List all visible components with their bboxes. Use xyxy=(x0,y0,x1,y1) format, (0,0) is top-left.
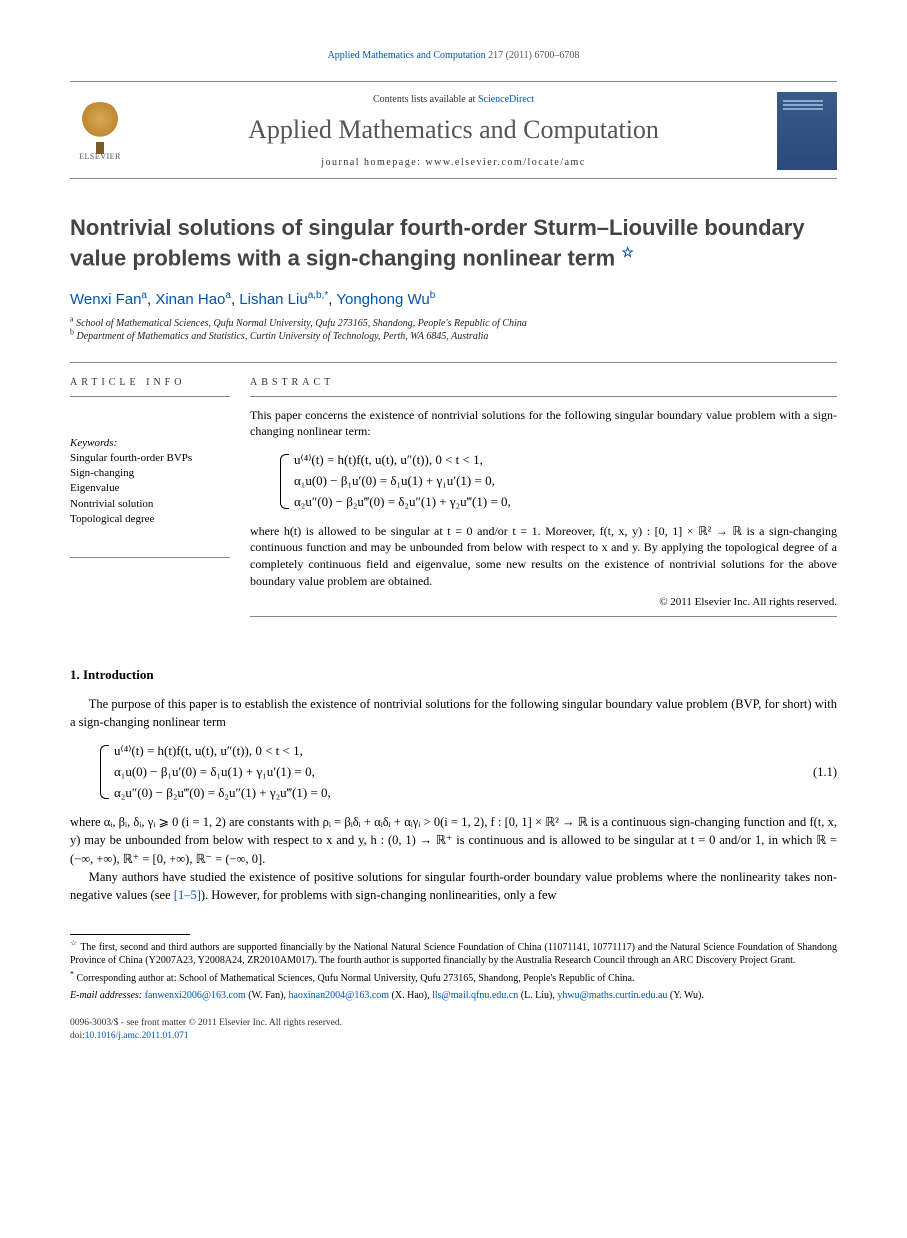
abstract-equation: u⁽⁴⁾(t) = h(t)f(t, u(t), u″(t)), 0 < t <… xyxy=(280,450,837,512)
equation-number: (1.1) xyxy=(813,765,837,780)
elsevier-logo: ELSEVIER xyxy=(70,99,130,164)
emails-footnote: E-mail addresses: fanwenxi2006@163.com (… xyxy=(70,989,837,1003)
intro-paragraph: where αᵢ, βᵢ, δᵢ, γᵢ ⩾ 0 (i = 1, 2) are … xyxy=(70,813,837,867)
footer-meta: 0096-3003/$ - see front matter © 2011 El… xyxy=(70,1017,837,1044)
journal-header: ELSEVIER Contents lists available at Sci… xyxy=(70,81,837,179)
section-heading-intro: 1. Introduction xyxy=(70,667,837,683)
abstract-tail: where h(t) is allowed to be singular at … xyxy=(250,523,837,590)
homepage-line: journal homepage: www.elsevier.com/locat… xyxy=(145,157,762,168)
running-head: Applied Mathematics and Computation 217 … xyxy=(70,50,837,61)
contents-line: Contents lists available at ScienceDirec… xyxy=(145,94,762,105)
article-info-column: ARTICLE INFO Keywords: Singular fourth-o… xyxy=(70,363,250,637)
running-head-citation: 217 (2011) 6700–6708 xyxy=(486,50,580,61)
email-link[interactable]: lls@mail.qfnu.edu.cn xyxy=(432,990,518,1001)
journal-name: Applied Mathematics and Computation xyxy=(145,115,762,145)
abstract-heading: ABSTRACT xyxy=(250,377,837,397)
authors-line: Wenxi Fana, Xinan Haoa, Lishan Liua,b,*,… xyxy=(70,291,837,308)
affiliation: b Department of Mathematics and Statisti… xyxy=(70,331,837,342)
funding-footnote: ☆ The first, second and third authors ar… xyxy=(70,941,837,968)
sciencedirect-link[interactable]: ScienceDirect xyxy=(478,94,534,105)
article-title: Nontrivial solutions of singular fourth-… xyxy=(70,214,837,273)
keyword: Topological degree xyxy=(70,512,230,527)
funding-star-icon: ☆ xyxy=(621,244,634,260)
running-head-journal-link[interactable]: Applied Mathematics and Computation xyxy=(328,50,486,61)
star-icon: ☆ xyxy=(70,939,78,948)
journal-cover-thumb xyxy=(777,92,837,170)
article-info-heading: ARTICLE INFO xyxy=(70,377,230,397)
footnote-rule xyxy=(70,934,190,935)
affiliation: a School of Mathematical Sciences, Qufu … xyxy=(70,318,837,329)
intro-equation: u⁽⁴⁾(t) = h(t)f(t, u(t), u″(t)), 0 < t <… xyxy=(100,741,331,803)
asterisk-icon: * xyxy=(70,970,74,979)
email-link[interactable]: yhwu@maths.curtin.edu.au xyxy=(557,990,667,1001)
abstract-column: ABSTRACT This paper concerns the existen… xyxy=(250,363,837,637)
email-link[interactable]: haoxinan2004@163.com xyxy=(288,990,389,1001)
divider xyxy=(250,616,837,617)
keyword: Sign-changing xyxy=(70,466,230,481)
abstract-copyright: © 2011 Elsevier Inc. All rights reserved… xyxy=(250,596,837,608)
intro-paragraph: Many authors have studied the existence … xyxy=(70,868,837,904)
corresponding-footnote: * Corresponding author at: School of Mat… xyxy=(70,972,837,986)
keyword: Eigenvalue xyxy=(70,481,230,496)
email-link[interactable]: fanwenxi2006@163.com xyxy=(145,990,246,1001)
author-link[interactable]: Wenxi Fan xyxy=(70,291,141,308)
reference-link[interactable]: [1–5] xyxy=(174,888,201,902)
doi-link[interactable]: 10.1016/j.amc.2011.01.071 xyxy=(85,1031,189,1041)
abstract-lead: This paper concerns the existence of non… xyxy=(250,407,837,441)
intro-paragraph: The purpose of this paper is to establis… xyxy=(70,695,837,731)
issn-line: 0096-3003/$ - see front matter © 2011 El… xyxy=(70,1017,837,1030)
keyword: Singular fourth-order BVPs xyxy=(70,451,230,466)
author-link[interactable]: Yonghong Wu xyxy=(336,291,429,308)
keywords-label: Keywords: xyxy=(70,437,230,449)
keyword: Nontrivial solution xyxy=(70,497,230,512)
author-link[interactable]: Lishan Liu xyxy=(239,291,307,308)
elsevier-tree-icon xyxy=(76,102,124,150)
author-link[interactable]: Xinan Hao xyxy=(155,291,225,308)
